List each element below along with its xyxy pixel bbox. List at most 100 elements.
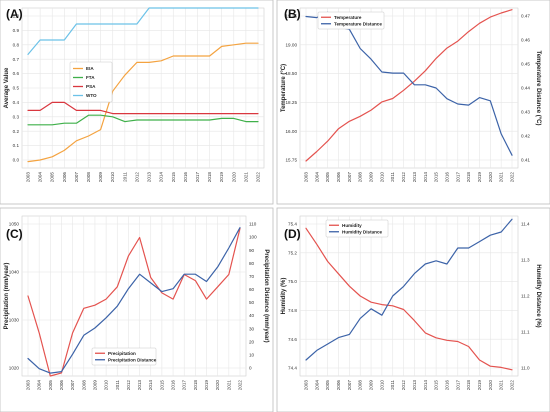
y-tick-label: 1.0 (13, 14, 20, 19)
y-right-tick-label: 60 (249, 287, 255, 292)
legend-label: WTO (86, 93, 97, 98)
y-right-axis-title: Temperature Distance (°C) (535, 51, 541, 126)
x-tick-label: 2010 (379, 380, 384, 391)
y-right-tick-label: 0.44 (521, 86, 530, 91)
y-tick-label: 0.6 (13, 71, 20, 76)
y-right-tick-label: 0.41 (521, 158, 530, 163)
x-tick-label: 2010 (104, 380, 109, 391)
y-right-tick-label: 70 (249, 274, 255, 279)
panel-d: 74.4 74.6 74.8 75.0 75.2 75.4 2003 2004 2005 2006… (276, 207, 550, 412)
series-line-temperature (305, 9, 513, 162)
legend-label: Temperature Distance (334, 21, 382, 26)
y-right-tick-label: 0.47 (521, 14, 530, 19)
panel-letter: (C) (6, 227, 23, 241)
y-right-tick-label: 20 (249, 339, 255, 344)
x-tick-label: 2013 (412, 172, 417, 183)
x-tick-label: 2011 (390, 380, 395, 390)
x-tick-label: 2020 (488, 172, 493, 183)
x-tick-label: 2022 (238, 380, 243, 391)
y-tick-label: 0.9 (13, 28, 20, 33)
y-axis-title: Average Value (4, 67, 10, 108)
x-tick-label: 2009 (98, 172, 103, 183)
x-tick-label: 2021 (243, 172, 248, 183)
plot-area (299, 215, 519, 377)
x-tick-label: 2010 (110, 172, 115, 183)
series-line-precipitation-distance (27, 227, 241, 374)
x-tick-label: 2006 (62, 172, 67, 183)
y-tick-label: 74.4 (288, 366, 297, 371)
x-tick-label: 2004 (314, 172, 319, 183)
panel-letter: (A) (6, 7, 23, 21)
x-tick-label: 2003 (304, 380, 309, 391)
grid (300, 216, 518, 376)
y-tick-label: 1050 (9, 222, 20, 227)
series-line-precipitation (27, 227, 241, 377)
panel-b: 15.75 16.00 18.25 18.50 19.00 19.25 2003 2004 20… (276, 0, 550, 205)
legend-label: Precipitation Distance (108, 357, 157, 362)
y-tick-label: 19.00 (286, 42, 298, 47)
x-tick-label: 2013 (137, 380, 142, 391)
y-tick-label: 1020 (9, 366, 20, 371)
x-tick-label: 2003 (26, 172, 31, 183)
x-tick-label: 2006 (59, 380, 64, 391)
x-tick-label: 2015 (159, 380, 164, 391)
x-tick-label: 2011 (122, 172, 127, 182)
series-line-psa (27, 101, 259, 115)
panel-letter: (B) (284, 7, 301, 21)
x-tick-label: 2006 (336, 380, 341, 391)
y-right-tick-label: 40 (249, 313, 255, 318)
legend-label: FTA (86, 75, 95, 80)
x-tick-label: 2008 (81, 380, 86, 391)
x-tick-label: 2005 (325, 172, 330, 183)
panel-letter: (D) (284, 227, 301, 241)
y-tick-label: 18.25 (286, 100, 298, 105)
x-tick-label: 2006 (336, 172, 341, 183)
x-tick-label: 2018 (193, 380, 198, 391)
legend-label: Temperature (334, 15, 362, 20)
x-tick-label: 2015 (434, 380, 439, 391)
x-tick-label: 2019 (219, 172, 224, 183)
y-right-tick-label: 11.0 (521, 366, 530, 371)
y-axis-title: Precipitation (mm/year) (4, 263, 10, 330)
y-tick-label: 0.8 (13, 42, 20, 47)
y-tick-label: 1030 (9, 318, 20, 323)
y-tick-label: 0.0 (13, 158, 20, 163)
legend-box (325, 219, 389, 238)
legend-label: Precipitation (108, 351, 136, 356)
x-tick-label: 2017 (195, 172, 200, 183)
x-tick-label: 2021 (499, 380, 504, 391)
y-tick-label: 0.2 (13, 129, 20, 134)
x-tick-label: 2012 (126, 380, 131, 391)
series-line-humidity (305, 227, 513, 371)
x-tick-label: 2021 (499, 172, 504, 183)
y-right-tick-label: 30 (249, 326, 255, 331)
x-tick-label: 2014 (159, 172, 164, 183)
y-right-tick-label: 11.1 (521, 330, 530, 335)
x-tick-label: 2014 (423, 172, 428, 183)
series-line-wto (27, 7, 259, 56)
y-right-tick-label: 0.43 (521, 110, 530, 115)
y-axis-title: Temperature (°C) (281, 64, 287, 112)
legend-box (69, 61, 113, 103)
x-tick-label: 2007 (74, 172, 79, 183)
x-tick-label: 2016 (444, 172, 449, 183)
x-tick-label: 2017 (455, 380, 460, 391)
y-tick-label: 0.7 (13, 57, 20, 62)
x-tick-label: 2007 (347, 172, 352, 183)
panel-a: 0.0 0.1 0.2 0.3 0.4 0.5 0.6 0.7 0.8 0.9 1.0 2003 200… (0, 0, 274, 205)
x-tick-label: 2010 (379, 172, 384, 183)
x-tick-label: 2004 (314, 380, 319, 391)
x-tick-label: 2008 (358, 172, 363, 183)
y-tick-label: 16.00 (286, 129, 298, 134)
x-tick-label: 2019 (477, 172, 482, 183)
x-tick-label: 2007 (70, 380, 75, 391)
y-tick-label: 0.5 (13, 86, 20, 91)
y-tick-label: 74.8 (288, 308, 297, 313)
x-tick-label: 2018 (207, 172, 212, 183)
y-right-tick-label: 90 (249, 248, 255, 253)
x-tick-label: 2013 (412, 380, 417, 391)
y-right-axis-title: Precipitation Distance (mm/year) (263, 249, 269, 342)
